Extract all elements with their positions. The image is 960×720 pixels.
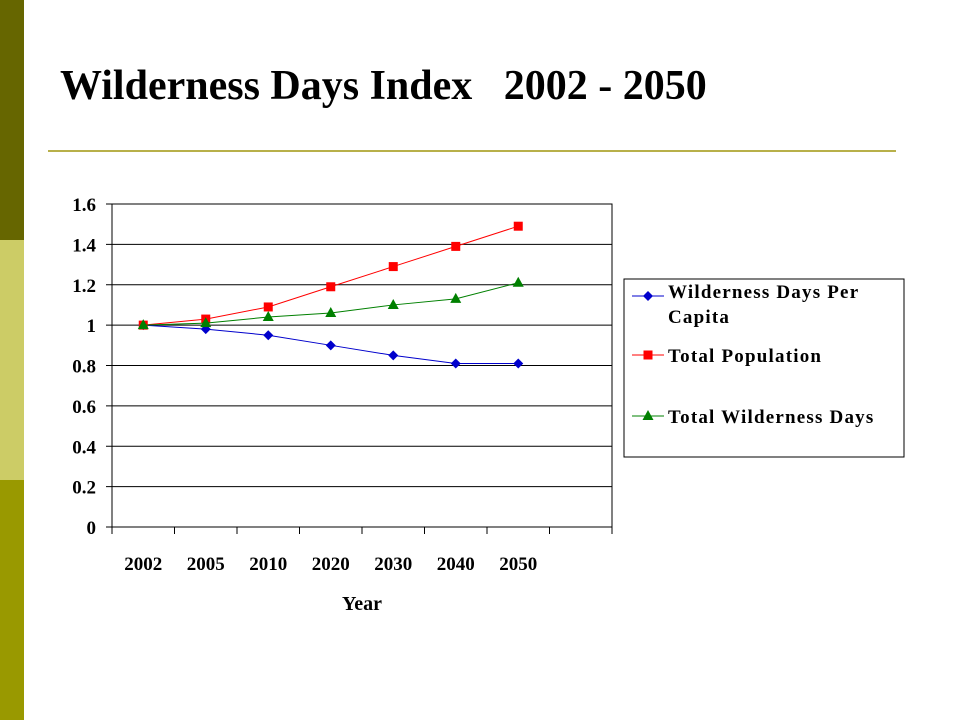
y-tick-label: 0.2	[72, 478, 96, 499]
data-point-square	[513, 221, 523, 231]
x-tick-label: 2030	[374, 554, 412, 575]
data-point-diamond	[388, 350, 399, 361]
sidebar-stripe-top	[0, 0, 24, 240]
y-tick-label: 1.2	[72, 276, 96, 297]
slide-title: Wilderness Days Index 2002 - 2050	[60, 63, 707, 109]
data-point-square	[263, 302, 273, 312]
y-tick-label: 1.4	[72, 235, 96, 256]
legend-box	[623, 278, 905, 458]
y-tick-label: 0.8	[72, 357, 96, 378]
x-tick-label: 2040	[437, 554, 475, 575]
x-tick-label: 2002	[124, 554, 162, 575]
data-point-diamond	[325, 340, 336, 351]
data-point-triangle	[512, 276, 524, 287]
data-point-triangle	[387, 298, 399, 309]
x-axis-label: Year	[342, 593, 382, 615]
data-point-triangle	[325, 307, 337, 318]
sidebar-stripe-middle	[0, 240, 24, 480]
x-tick-label: 2050	[499, 554, 537, 575]
data-point-triangle	[137, 319, 149, 330]
legend: Wilderness Days Per Capita Total Populatio…	[623, 278, 905, 458]
y-tick-label: 1	[87, 316, 97, 337]
data-point-diamond	[263, 330, 274, 341]
x-tick-label: 2020	[312, 554, 350, 575]
data-point-square	[643, 350, 653, 360]
title-divider	[48, 150, 896, 152]
data-point-triangle	[450, 292, 462, 303]
data-point-square	[326, 282, 336, 292]
y-tick-label: 0.4	[72, 437, 96, 458]
legend-label: Total Wilderness Days	[668, 407, 874, 428]
data-point-diamond	[513, 358, 524, 369]
data-point-triangle	[200, 317, 212, 328]
x-tick-label: 2005	[187, 554, 225, 575]
data-point-square	[388, 262, 398, 272]
sidebar-stripe-bottom	[0, 480, 24, 720]
legend-label: Wilderness Days Per Capita	[668, 282, 859, 328]
plot-area: 0 0.2 0.4 0.6 0.8 1 1.2 1.4 1.6 2002 2005 2010 2020 2…	[72, 195, 613, 575]
y-tick-label: 0.6	[72, 397, 96, 418]
y-tick-label: 0	[87, 518, 97, 539]
y-tick-label: 1.6	[72, 195, 96, 216]
data-point-square	[451, 241, 461, 251]
data-point-triangle	[262, 311, 274, 322]
data-point-diamond	[450, 358, 461, 369]
data-point-triangle	[642, 410, 654, 420]
x-tick-label: 2010	[249, 554, 287, 575]
legend-label: Total Population	[668, 346, 822, 367]
data-point-diamond	[643, 291, 653, 301]
